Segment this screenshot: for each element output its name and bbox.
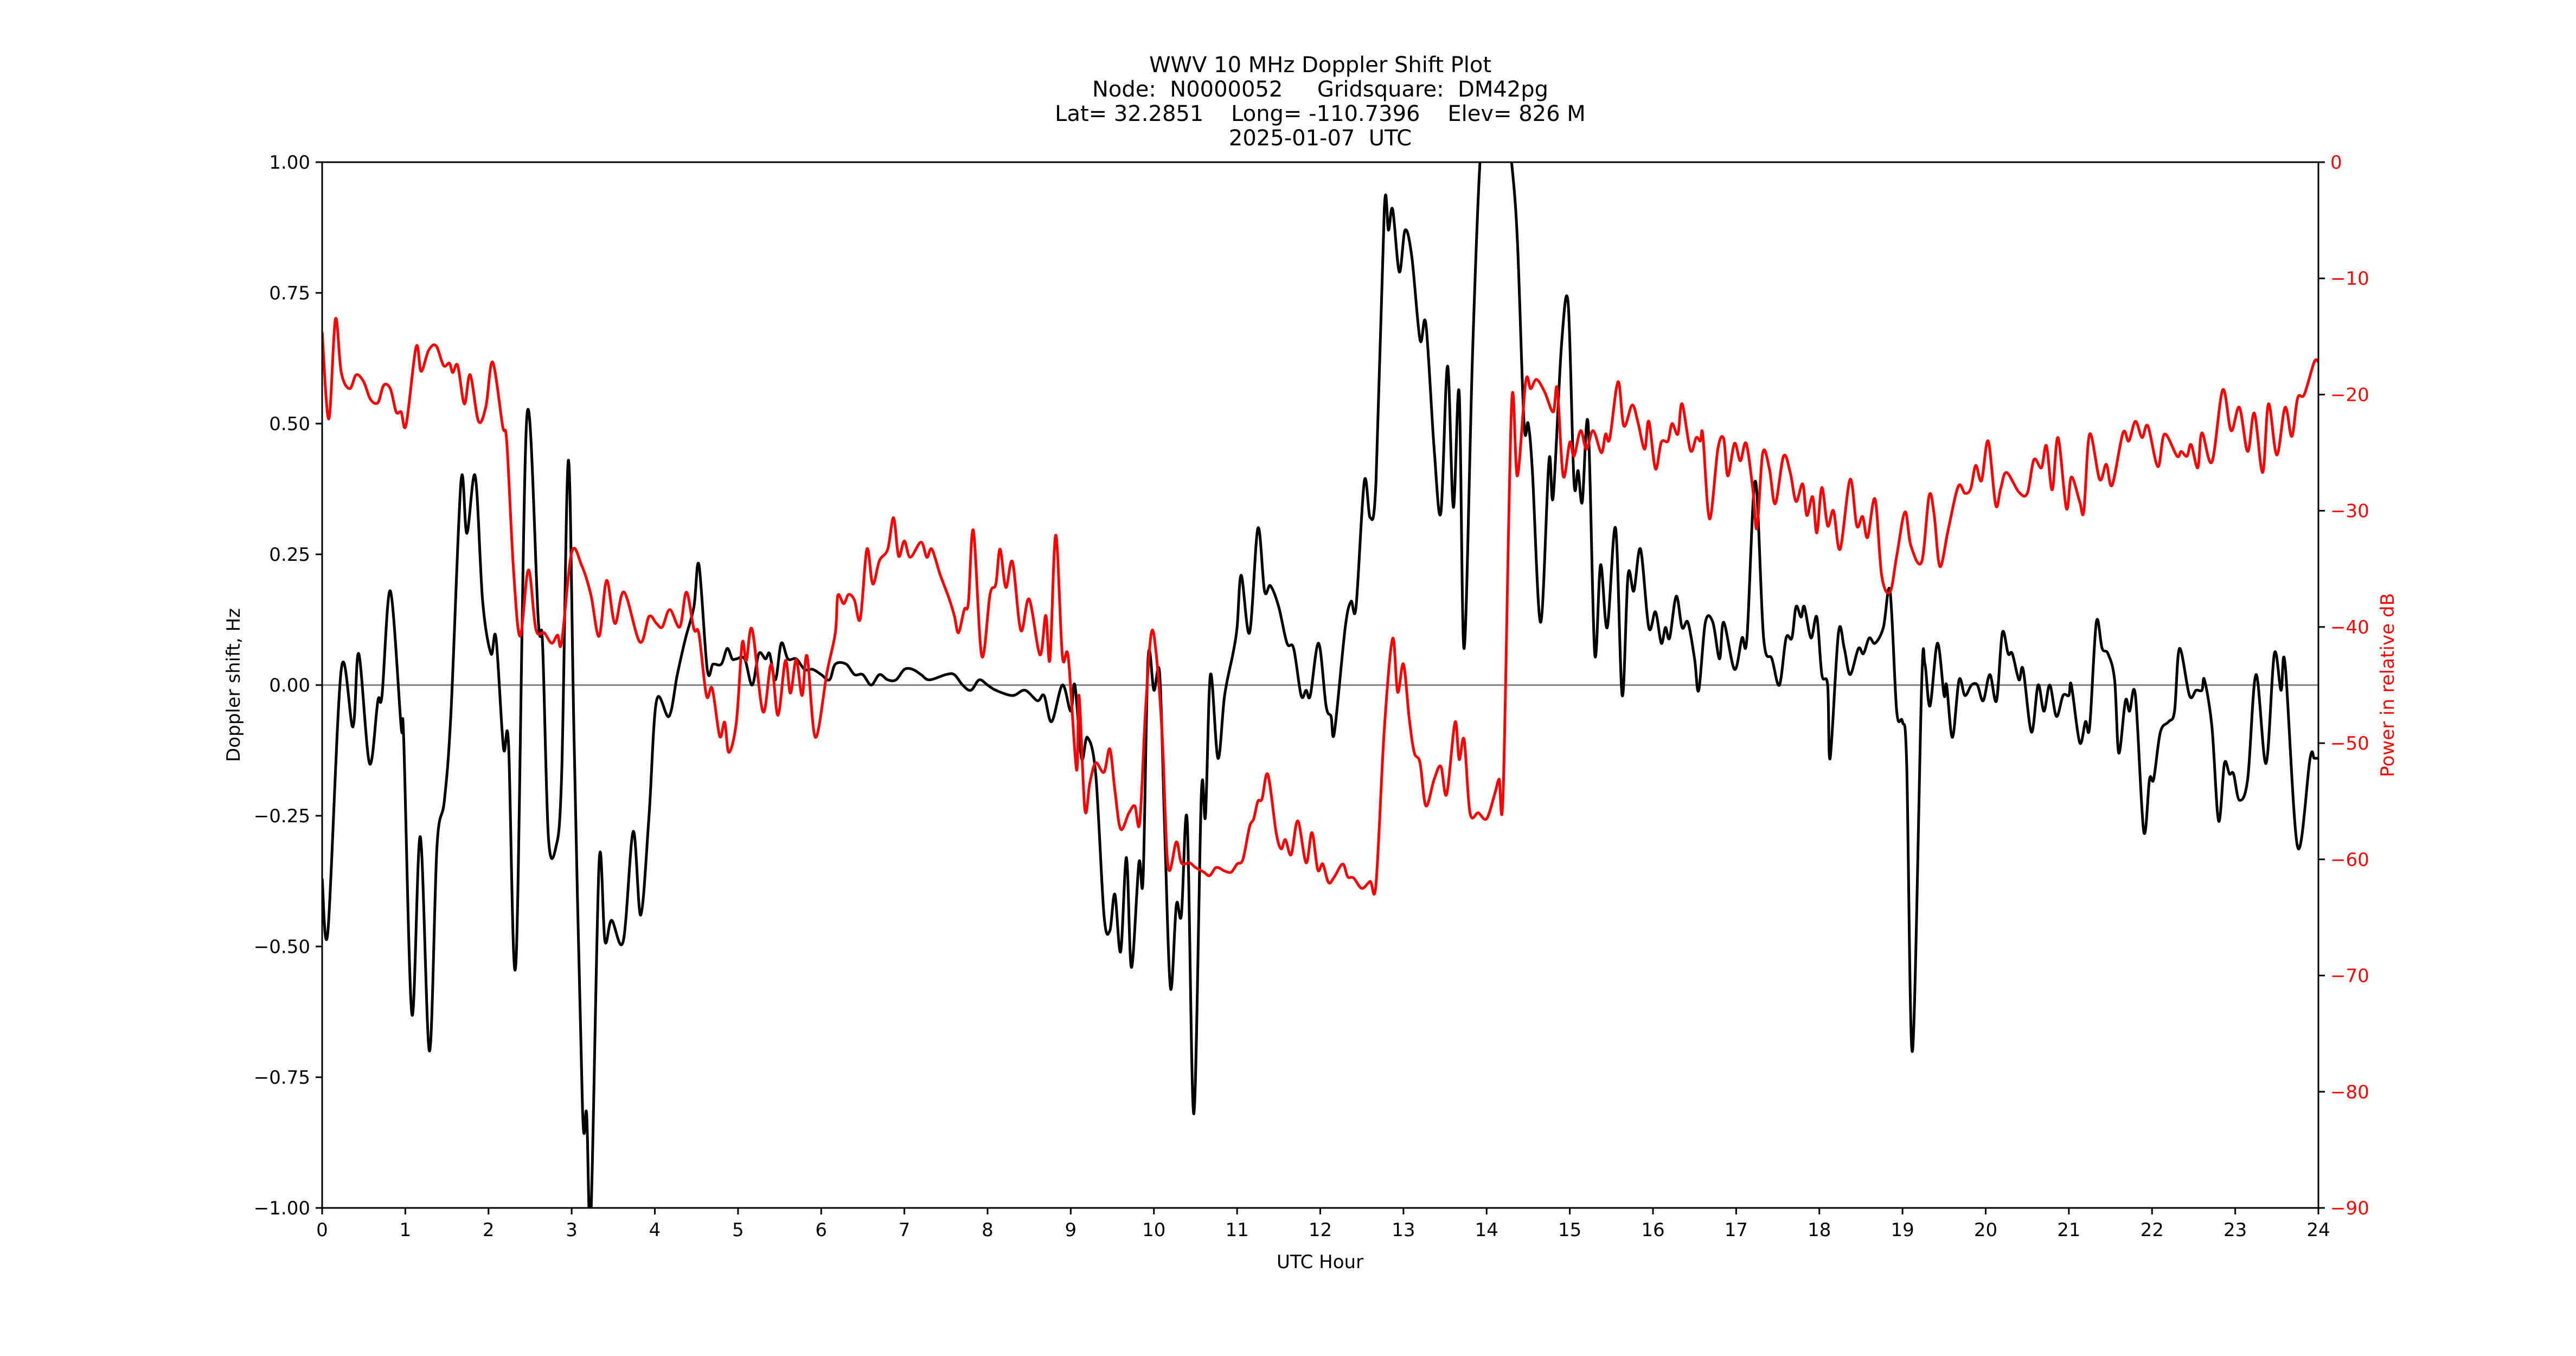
y2-tick-label: −50 [2330,733,2369,754]
x-tick-label: 8 [982,1219,994,1241]
y2-tick-label: −70 [2330,965,2369,987]
x-tick-label: 20 [1974,1219,1997,1241]
y2-tick-label: −20 [2330,384,2369,406]
x-tick-label: 10 [1142,1219,1165,1241]
x-tick-label: 23 [2223,1219,2247,1241]
y-tick-label: 0.75 [269,283,310,304]
y-axis-right-label: Power in relative dB [2377,593,2399,777]
y2-tick-label: 0 [2330,152,2342,174]
y-axis-right-ticks: 0 −10 −20 −30 −40 −50 −60 −70 −80 −90 [2318,152,2369,1219]
x-tick-label: 24 [2306,1219,2330,1241]
x-tick-label: 5 [732,1219,744,1241]
y-axis-left-label: Doppler shift, Hz [223,608,245,762]
doppler-series-line [322,162,2318,1208]
x-tick-label: 22 [2141,1219,2164,1241]
y-tick-label: 0.50 [269,413,310,435]
y2-tick-label: −60 [2330,849,2369,871]
chart-subtitle-node: Node: N0000052 Gridsquare: DM42pg [1092,77,1549,102]
y2-tick-label: −10 [2330,268,2369,290]
x-tick-label: 13 [1392,1219,1415,1241]
x-tick-label: 9 [1065,1219,1077,1241]
chart-subtitle-location: Lat= 32.2851 Long= -110.7396 Elev= 826 M [1055,101,1586,126]
y-tick-label: −0.75 [254,1067,310,1089]
power-series-line [322,317,2318,896]
chart-subtitle-date: 2025-01-07 UTC [1228,126,1412,151]
y2-tick-label: −80 [2330,1082,2369,1103]
y-tick-label: 0.25 [269,544,310,566]
y-tick-label: −0.25 [254,805,310,827]
x-tick-label: 0 [316,1219,328,1241]
x-tick-label: 14 [1475,1219,1498,1241]
y-tick-label: 1.00 [269,152,310,174]
x-tick-label: 18 [1808,1219,1831,1241]
x-tick-label: 4 [649,1219,661,1241]
x-axis-ticks: 0 1 2 3 4 5 6 7 8 9 10 11 12 13 14 15 16 17 18 19 20 21 22 23 24 [316,1208,2330,1241]
x-tick-label: 7 [899,1219,911,1241]
x-axis-label: UTC Hour [1277,1251,1363,1273]
x-tick-label: 11 [1225,1219,1248,1241]
x-tick-label: 1 [400,1219,412,1241]
x-tick-label: 16 [1641,1219,1664,1241]
x-tick-label: 12 [1309,1219,1332,1241]
y2-tick-label: −90 [2330,1198,2369,1219]
x-tick-label: 3 [566,1219,578,1241]
y2-tick-label: −30 [2330,501,2369,522]
x-tick-label: 15 [1558,1219,1581,1241]
x-tick-label: 21 [2057,1219,2080,1241]
chart-title-block: WWV 10 MHz Doppler Shift Plot Node: N000… [322,53,2318,151]
x-tick-label: 19 [1891,1219,1914,1241]
y-axis-left-ticks: 1.00 0.75 0.50 0.25 0.00 −0.25 −0.50 −0.75 −1.00 [254,152,322,1219]
chart-title: WWV 10 MHz Doppler Shift Plot [1149,53,1492,78]
x-tick-label: 6 [815,1219,827,1241]
x-tick-label: 2 [483,1219,495,1241]
y-tick-label: −0.50 [254,936,310,958]
y-tick-label: −1.00 [254,1198,310,1219]
y2-tick-label: −40 [2330,617,2369,638]
x-tick-label: 17 [1725,1219,1748,1241]
series-lines [322,162,2318,1208]
y-tick-label: 0.00 [269,675,310,696]
